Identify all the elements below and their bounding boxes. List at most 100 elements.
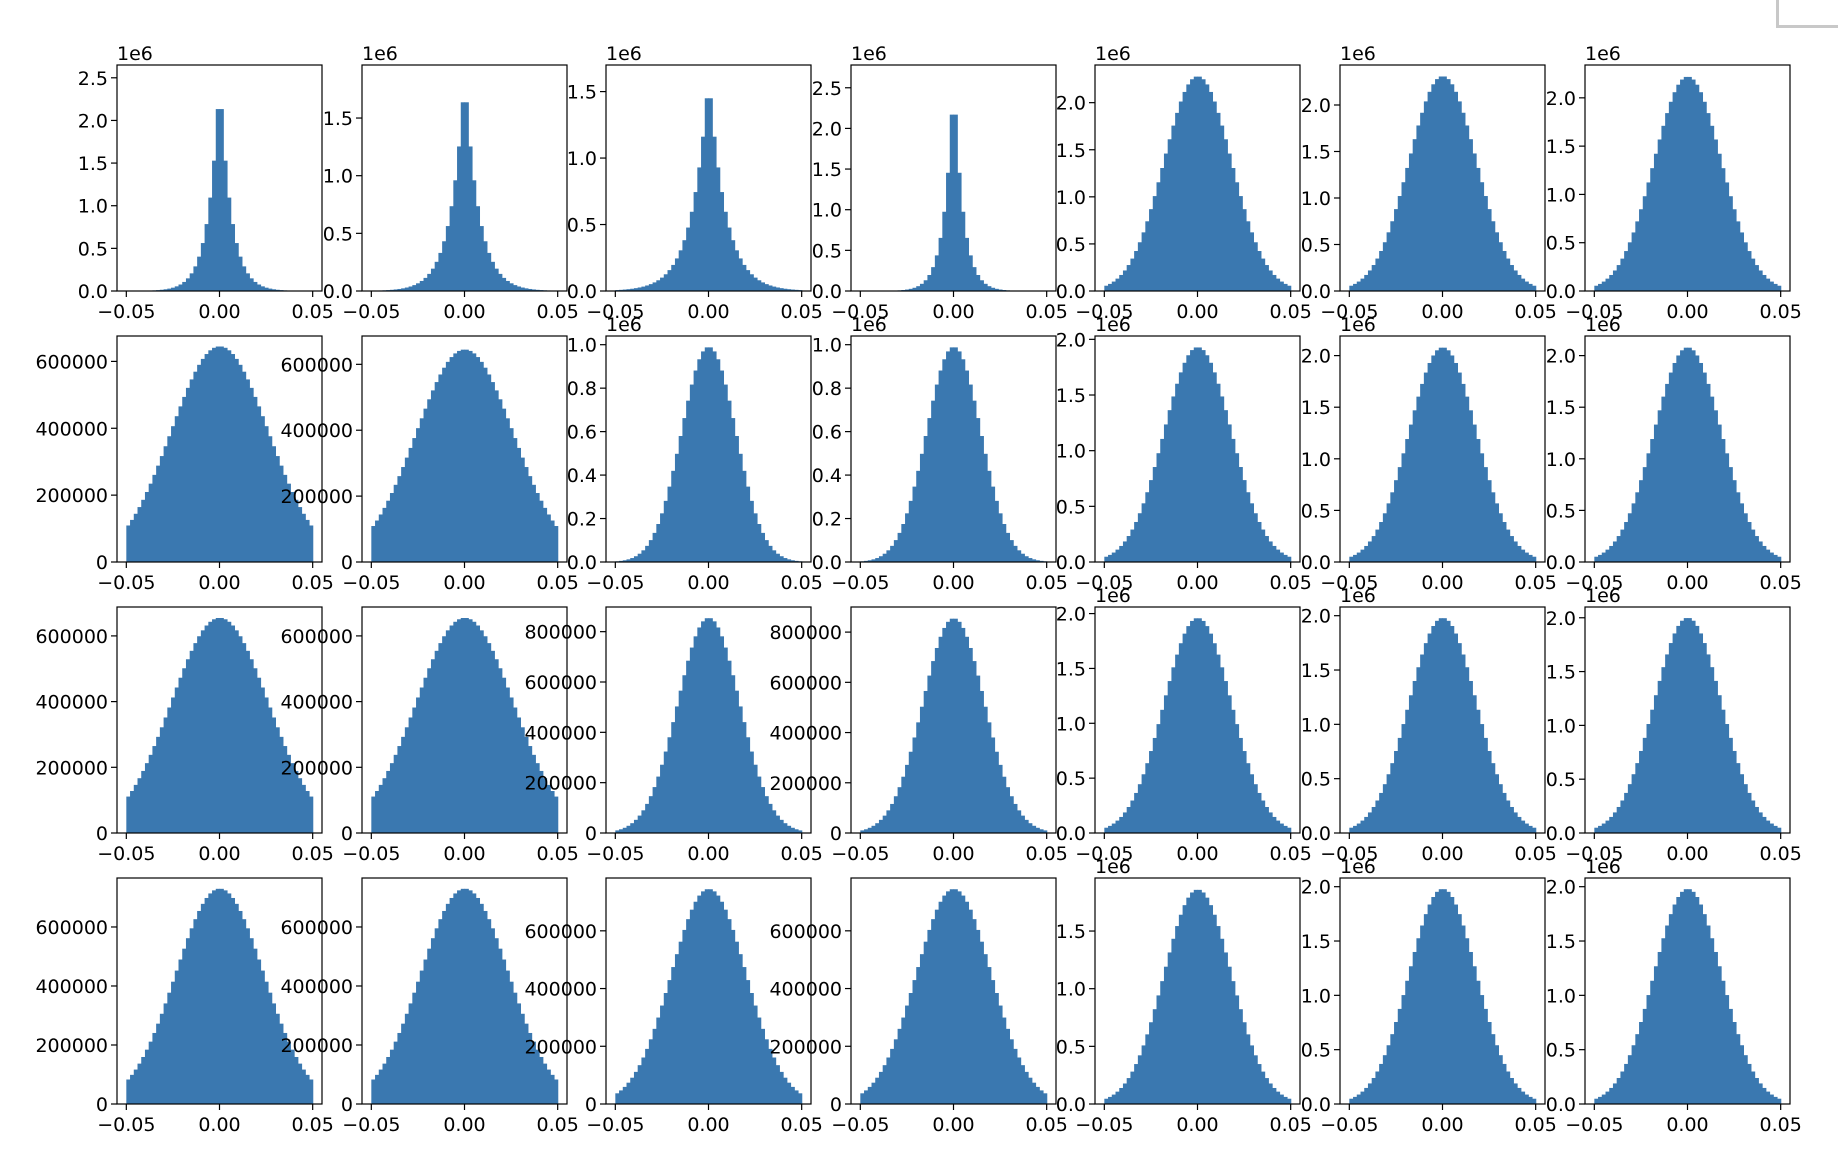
- histogram-bar: [430, 659, 436, 833]
- histogram-bar: [1461, 925, 1466, 1104]
- histogram-bar: [468, 619, 473, 833]
- histogram-bar: [1405, 439, 1410, 562]
- histogram-bar: [1145, 1034, 1150, 1104]
- histogram-bar: [626, 559, 631, 562]
- histogram-bar: [756, 1017, 762, 1104]
- histogram-bar: [501, 408, 507, 562]
- histogram-bar: [1275, 549, 1281, 562]
- histogram-bar: [427, 948, 432, 1104]
- histogram-bar: [1735, 221, 1741, 291]
- histogram-bar: [1517, 1087, 1522, 1104]
- resize-corner[interactable]: [1776, 0, 1838, 28]
- histogram-bar: [1724, 724, 1730, 833]
- histogram-bar: [1156, 453, 1161, 562]
- y-tick-label: 400000: [35, 976, 108, 998]
- histogram-bar: [1457, 643, 1462, 833]
- histogram-bar: [1423, 643, 1429, 833]
- histogram-bar: [1152, 737, 1158, 833]
- histogram-bar: [475, 625, 481, 833]
- y-tick-label: 0: [341, 1094, 353, 1116]
- histogram-bar: [1627, 1055, 1633, 1104]
- histogram-bar: [1698, 904, 1704, 1104]
- histogram-bar: [779, 288, 784, 291]
- histogram-bar: [297, 778, 303, 833]
- histogram-bar: [648, 540, 654, 562]
- histogram-bar: [1713, 951, 1718, 1104]
- x-tick-label: −0.05: [1565, 301, 1623, 323]
- y-tick-label: 1.5: [1301, 141, 1331, 163]
- histogram-bar: [1438, 347, 1444, 562]
- histogram-bar: [148, 1041, 154, 1104]
- histogram-bar: [1598, 825, 1603, 833]
- y-tick-label: 400000: [769, 723, 842, 745]
- histogram-bar: [1461, 112, 1466, 291]
- histogram-bar: [260, 687, 265, 833]
- y-offset-label: 1e6: [1095, 856, 1131, 878]
- histogram-bar: [1672, 362, 1677, 562]
- histogram-bar: [494, 659, 499, 833]
- y-offset-label: 1e6: [1340, 585, 1376, 607]
- histogram-bar: [1668, 643, 1674, 833]
- histogram-bar: [753, 764, 758, 833]
- histogram-bar: [697, 359, 702, 562]
- histogram-bar: [498, 668, 503, 833]
- x-tick-label: −0.05: [342, 843, 400, 865]
- x-tick-label: 0.05: [1270, 843, 1312, 865]
- histogram-bar: [1624, 522, 1629, 562]
- histogram-bar: [682, 929, 687, 1104]
- histogram-bar: [682, 418, 687, 562]
- histogram-bar: [282, 746, 288, 833]
- histogram-bar: [1642, 1008, 1648, 1104]
- histogram-bar: [1650, 980, 1655, 1104]
- histogram-bar: [1665, 113, 1670, 291]
- histogram-bar: [267, 288, 273, 291]
- histogram-bar: [797, 830, 803, 833]
- y-tick-label: 0.0: [1301, 1094, 1331, 1116]
- histogram-bar: [719, 192, 725, 291]
- histogram-bar: [689, 909, 695, 1104]
- y-tick-label: 1.5: [1546, 662, 1576, 684]
- histogram-bar: [171, 287, 176, 291]
- histogram-bar: [1691, 620, 1696, 833]
- histogram-bar: [764, 284, 769, 291]
- x-tick-label: 0.00: [443, 301, 485, 323]
- x-tick-label: 0.00: [687, 572, 729, 594]
- y-tick-label: 0.5: [1546, 769, 1576, 791]
- histogram-bar: [1676, 84, 1681, 291]
- histogram-bar: [1104, 1098, 1109, 1104]
- histogram-bar: [1449, 84, 1455, 291]
- histogram-bar: [226, 893, 232, 1104]
- histogram-bar: [375, 791, 380, 833]
- histogram-bar: [1616, 536, 1622, 562]
- histogram-bar: [1683, 76, 1689, 291]
- histogram-bar: [678, 250, 684, 291]
- histogram-bar: [867, 560, 873, 562]
- y-tick-label: 0: [341, 552, 353, 574]
- histogram-bar: [942, 359, 947, 562]
- histogram-bar: [1498, 513, 1503, 562]
- histogram-bar: [1487, 209, 1492, 291]
- histogram-bar: [1453, 633, 1459, 833]
- histogram-bar: [1776, 556, 1782, 562]
- histogram-bar: [1661, 125, 1666, 291]
- histogram-bar: [771, 1057, 777, 1104]
- histogram-bar: [671, 470, 676, 562]
- histogram-bar: [1747, 522, 1752, 562]
- histogram-bar: [1687, 76, 1692, 291]
- histogram-bar: [282, 474, 288, 562]
- histogram-bar: [964, 370, 970, 562]
- y-tick-label: 0.0: [1301, 281, 1331, 303]
- histogram-bar: [509, 283, 514, 291]
- histogram-bar: [1461, 654, 1466, 833]
- histogram-bar: [949, 889, 955, 1104]
- histogram-bar: [516, 717, 522, 833]
- histogram-bar: [779, 819, 784, 833]
- histogram-bar: [550, 1074, 555, 1104]
- histogram-bar: [1178, 914, 1184, 1104]
- y-tick-label: 0: [830, 823, 842, 845]
- histogram-bar: [1750, 258, 1756, 291]
- histogram-bar: [663, 500, 669, 562]
